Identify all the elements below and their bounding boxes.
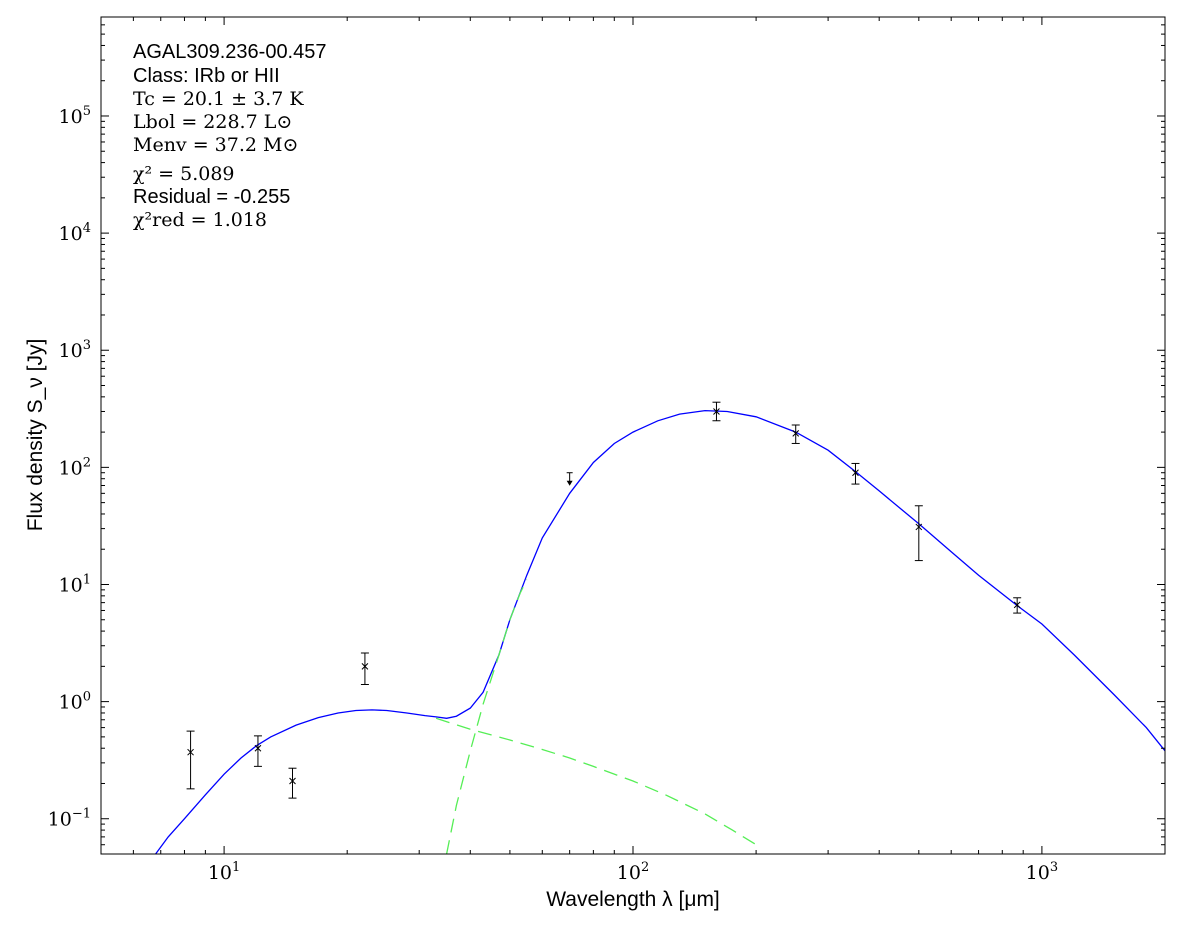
data-point bbox=[288, 767, 297, 799]
upper-limit-marker bbox=[566, 472, 573, 486]
x-tick-label: 101 bbox=[208, 860, 240, 884]
total-model-curve bbox=[155, 409, 1165, 854]
component-curve-1 bbox=[435, 717, 757, 846]
annotation-residual: Residual = -0.255 bbox=[133, 186, 290, 208]
y-tick-label: 101 bbox=[59, 572, 91, 596]
x-tick-label: 102 bbox=[617, 860, 649, 884]
annotation-chi2: χ² = 5.089 bbox=[133, 163, 235, 185]
y-tick-label: 10−1 bbox=[48, 807, 91, 831]
axis-ticks bbox=[100, 16, 1166, 855]
y-tick-label: 102 bbox=[59, 455, 91, 479]
x-tick-label: 103 bbox=[1026, 860, 1058, 884]
component-curve-2 bbox=[445, 579, 528, 854]
data-point bbox=[791, 424, 800, 444]
data-point bbox=[186, 730, 195, 790]
annotation-lbol: Lbol = 228.7 L⊙ bbox=[133, 111, 292, 133]
y-tick-label: 100 bbox=[59, 690, 91, 714]
annotation-menv: Menv = 37.2 M⊙ bbox=[133, 134, 298, 156]
x-axis-label: Wavelength λ [μm] bbox=[546, 888, 720, 911]
annotation-source: AGAL309.236-00.457 bbox=[133, 41, 327, 63]
data-point bbox=[712, 401, 721, 422]
tick-labels: 101 102 103 10−1 100 101 102 103 104 105 bbox=[48, 104, 1059, 884]
data-point bbox=[851, 462, 860, 485]
y-tick-label: 103 bbox=[59, 338, 91, 362]
y-tick-label: 104 bbox=[59, 221, 91, 245]
annotation-block: AGAL309.236-00.457 Class: IRb or HII Tc … bbox=[133, 41, 327, 231]
data-point bbox=[1013, 597, 1022, 614]
data-point bbox=[360, 652, 369, 685]
annotation-tc: Tc = 20.1 ± 3.7 K bbox=[133, 88, 304, 110]
annotation-class: Class: IRb or HII bbox=[133, 65, 280, 87]
data-point bbox=[253, 735, 262, 767]
data-point bbox=[914, 505, 923, 562]
y-tick-label: 105 bbox=[59, 104, 91, 128]
y-axis-label: Flux density S_ν [Jy] bbox=[24, 339, 47, 532]
annotation-chi2-red: χ²red = 1.018 bbox=[133, 209, 267, 231]
model-curves bbox=[155, 409, 1165, 854]
data-points bbox=[186, 401, 1022, 799]
